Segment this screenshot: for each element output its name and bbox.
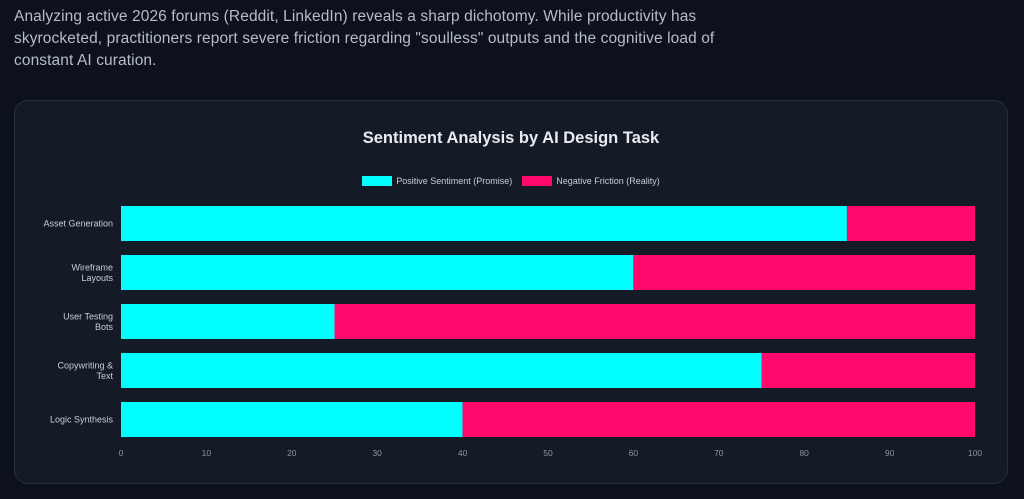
chart-plot-area: Asset Generation Wireframe Layouts User Tes… xyxy=(43,206,982,458)
x-tick-label-2: 20 xyxy=(287,448,297,458)
x-tick-label-8: 80 xyxy=(799,448,809,458)
x-tick-label-6: 60 xyxy=(629,448,639,458)
bar-negative-0[interactable] xyxy=(846,206,975,241)
y-tick-label-1: Wireframe Layouts xyxy=(71,262,113,283)
bar-negative-2[interactable] xyxy=(334,304,976,339)
legend-label-negative: Negative Friction (Reality) xyxy=(556,176,660,186)
bar-positive-3[interactable] xyxy=(121,353,762,388)
x-tick-label-0: 0 xyxy=(119,448,124,458)
bar-negative-3[interactable] xyxy=(761,353,976,388)
legend-swatch-negative xyxy=(522,176,553,186)
bar-positive-1[interactable] xyxy=(121,255,634,290)
x-tick-label-9: 90 xyxy=(885,448,895,458)
bar-positive-0[interactable] xyxy=(121,206,847,241)
y-tick-label-2: User Testing Bots xyxy=(63,311,113,332)
x-tick-label-10: 100 xyxy=(968,448,982,458)
y-tick-label-0: Asset Generation xyxy=(43,219,113,229)
legend-label-positive: Positive Sentiment (Promise) xyxy=(396,176,513,186)
legend-item-positive[interactable]: Positive Sentiment (Promise) xyxy=(362,176,512,186)
y-tick-label-4: Logic Synthesis xyxy=(50,415,114,425)
chart-card: Sentiment Analysis by AI Design Task Pos… xyxy=(14,100,1008,484)
x-tick-label-3: 30 xyxy=(372,448,382,458)
bar-positive-4[interactable] xyxy=(121,402,463,437)
bar-negative-4[interactable] xyxy=(462,402,976,437)
x-tick-label-1: 10 xyxy=(202,448,212,458)
x-tick-label-5: 50 xyxy=(543,448,553,458)
y-tick-label-3: Copywriting & Text xyxy=(57,360,113,381)
legend-swatch-positive xyxy=(362,176,393,186)
bar-negative-1[interactable] xyxy=(633,255,975,290)
x-tick-label-7: 70 xyxy=(714,448,724,458)
legend-item-negative[interactable]: Negative Friction (Reality) xyxy=(522,176,660,186)
bar-positive-2[interactable] xyxy=(121,304,335,339)
x-tick-label-4: 40 xyxy=(458,448,468,458)
chart-title: Sentiment Analysis by AI Design Task xyxy=(362,129,660,147)
intro-paragraph: Analyzing active 2026 forums (Reddit, Li… xyxy=(14,8,715,69)
chart-legend: Positive Sentiment (Promise) Negative Fr… xyxy=(15,176,1007,186)
